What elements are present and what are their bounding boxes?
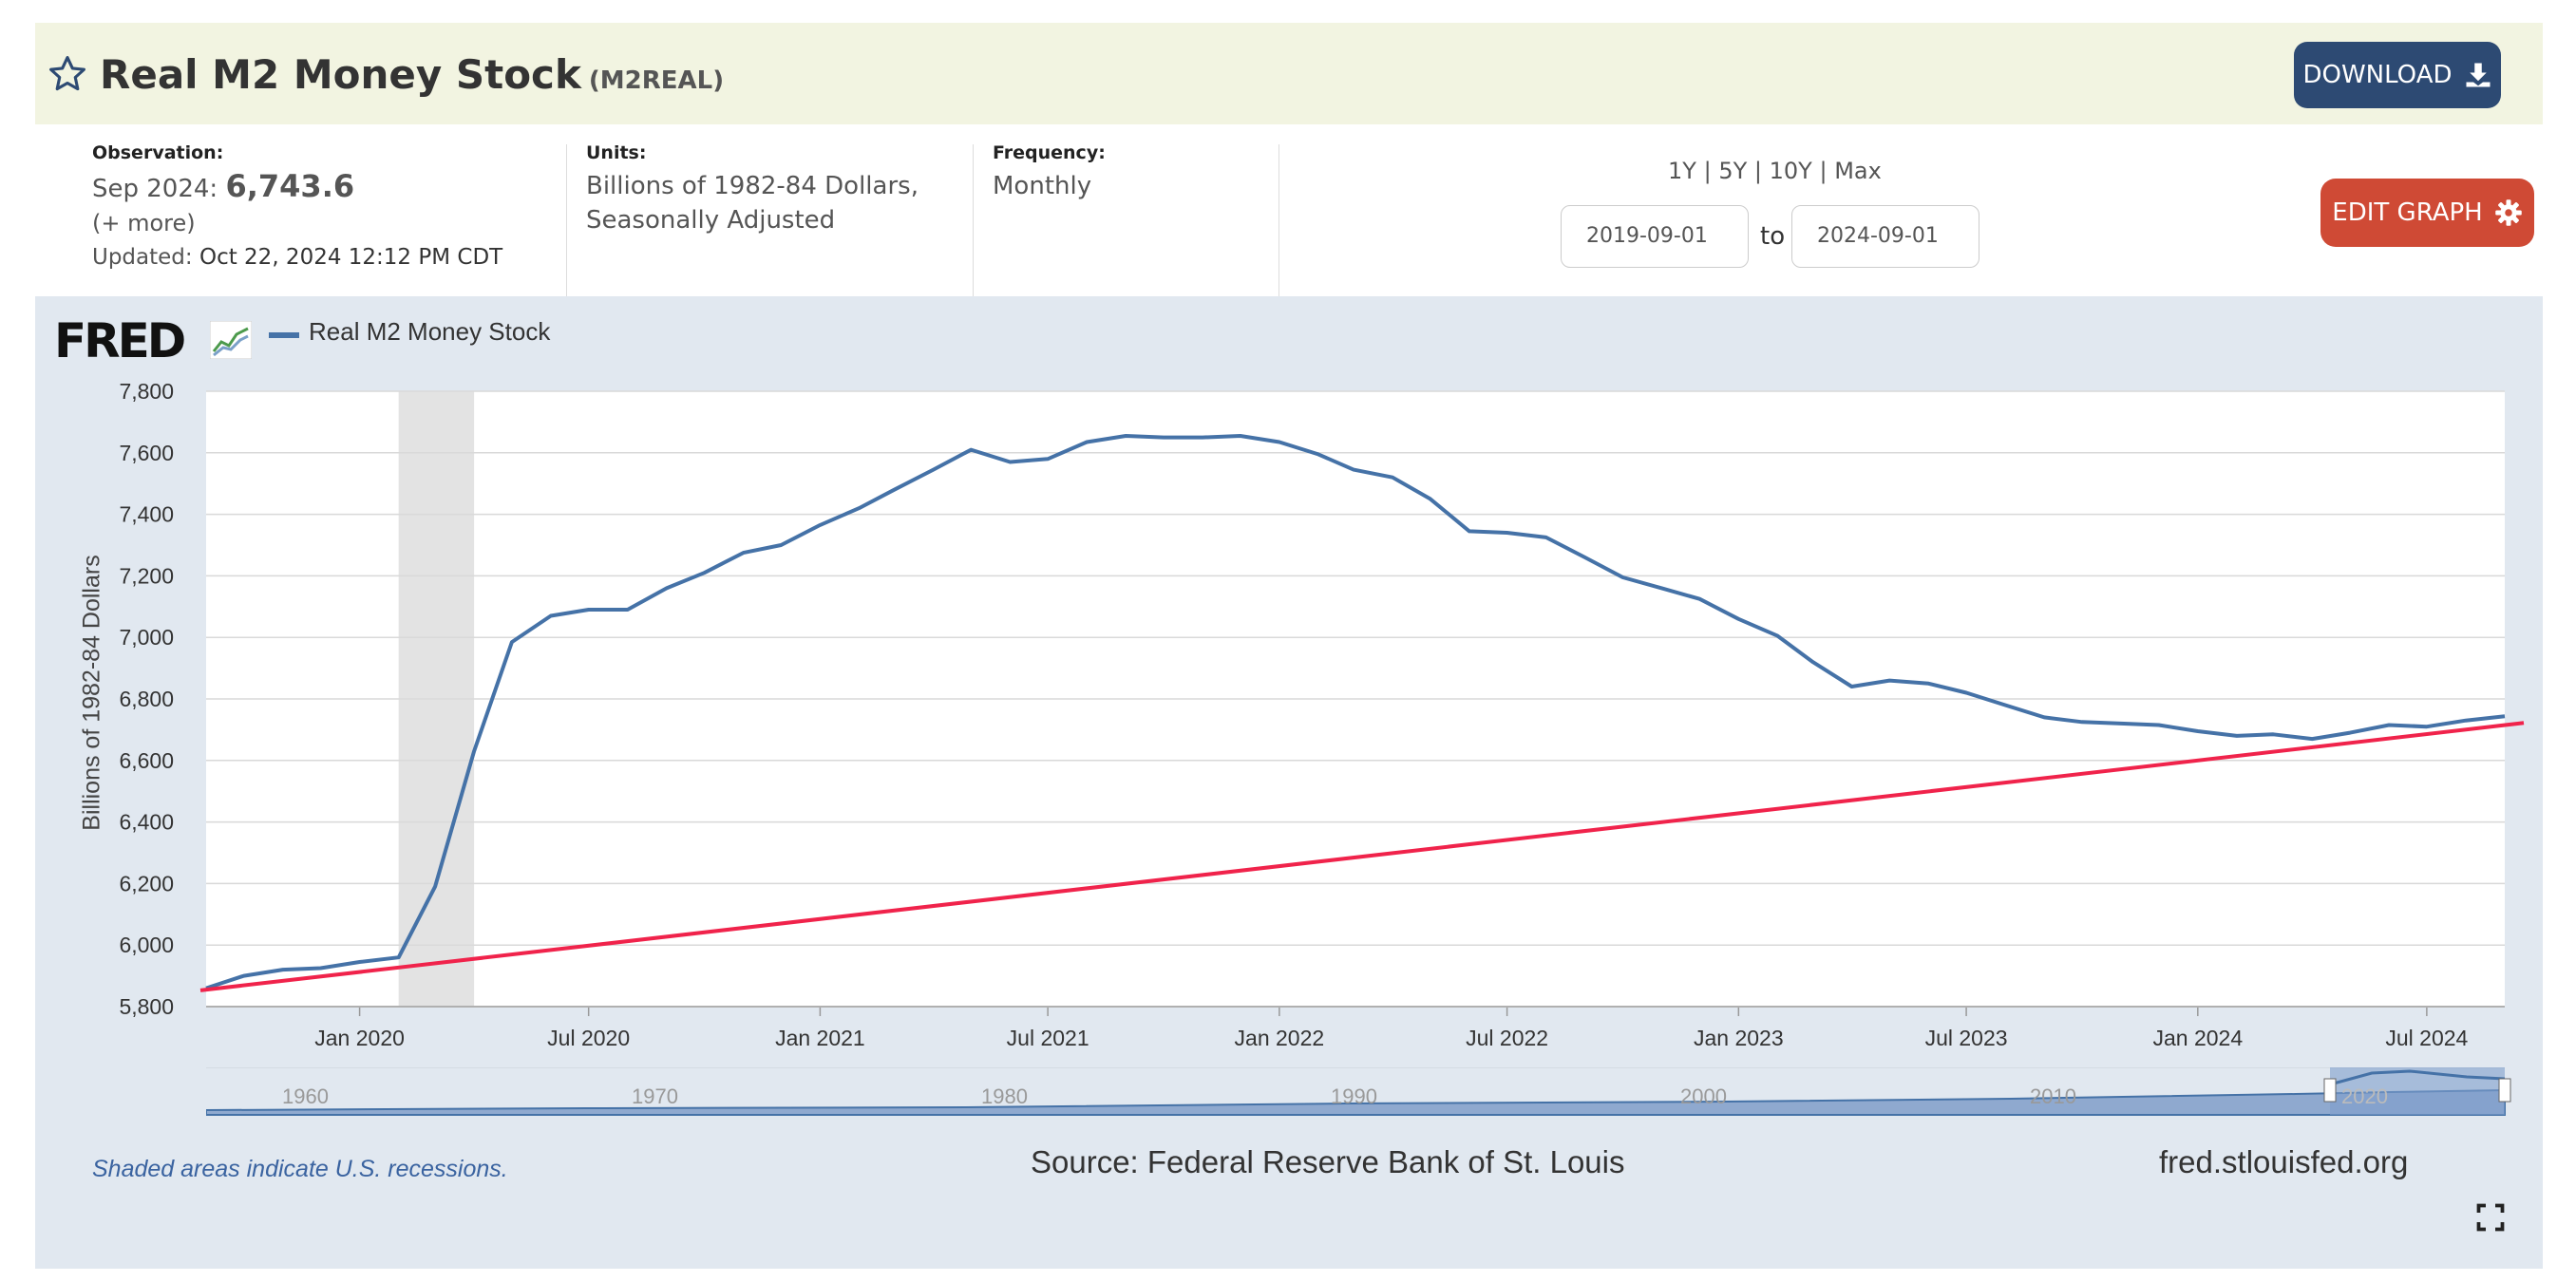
y-tick-label: 7,200 <box>119 563 174 588</box>
svg-text:1970: 1970 <box>632 1084 678 1108</box>
observation-block: Observation: Sep 2024: 6,743.6 (+ more) … <box>92 142 502 274</box>
legend-entry[interactable]: Real M2 Money Stock <box>309 317 551 346</box>
site-link[interactable]: fred.stlouisfed.org <box>2159 1144 2409 1179</box>
page-title: Real M2 Money Stock (M2REAL) <box>100 51 724 98</box>
updated-label: Updated: <box>92 245 193 270</box>
x-tick-label: Jul 2022 <box>1466 1026 1548 1050</box>
y-tick-label: 6,200 <box>119 871 174 896</box>
x-tick-label: Jul 2021 <box>1007 1026 1089 1050</box>
observation-value: 6,743.6 <box>225 168 355 204</box>
svg-text:2010: 2010 <box>2030 1084 2076 1108</box>
navigator[interactable]: 1960 1970 1980 1990 2000 2010 2020 <box>206 1067 2543 1124</box>
frequency-value: Monthly <box>993 172 1092 200</box>
frequency-block: Frequency: Monthly <box>993 142 1106 203</box>
chart-panel: FRED Real M2 Money Stock Billions of 198… <box>35 296 2543 1269</box>
gear-icon <box>2494 199 2522 226</box>
download-button[interactable]: DOWNLOAD <box>2294 42 2501 108</box>
units-block: Units: Billions of 1982-84 Dollars, Seas… <box>586 142 919 237</box>
fullscreen-icon[interactable] <box>2476 1203 2505 1232</box>
download-label: DOWNLOAD <box>2302 61 2453 89</box>
x-tick-label: Jan 2020 <box>314 1026 405 1050</box>
range-5y-link[interactable]: 5Y <box>1718 158 1748 184</box>
legend-swatch <box>269 332 299 338</box>
to-label: to <box>1760 222 1786 251</box>
source-text: Source: Federal Reserve Bank of St. Loui… <box>1031 1144 1625 1179</box>
x-tick-label: Jul 2024 <box>2385 1026 2468 1050</box>
chart-svg: 5,800 6,000 6,200 6,400 6,600 6,800 7,000 7,200… <box>119 379 2525 1050</box>
range-separator: | <box>1703 158 1712 184</box>
download-icon <box>2466 63 2490 87</box>
y-tick-label: 7,400 <box>119 502 174 527</box>
svg-text:2000: 2000 <box>1680 1084 1727 1108</box>
range-1y-link[interactable]: 1Y <box>1668 158 1696 184</box>
range-separator: | <box>1753 158 1762 184</box>
x-tick-label: Jan 2023 <box>1694 1026 1784 1050</box>
series-line[interactable] <box>205 434 2506 990</box>
x-tick-label: Jan 2022 <box>1235 1026 1325 1050</box>
series-code: (M2REAL) <box>588 66 725 95</box>
y-tick-label: 6,400 <box>119 810 174 835</box>
x-tick-label: Jul 2023 <box>1925 1026 2008 1050</box>
edit-graph-label: EDIT GRAPH <box>2332 198 2483 227</box>
y-tick-label: 7,600 <box>119 441 174 465</box>
range-links: 1Y | 5Y | 10Y | Max <box>1668 158 1882 184</box>
end-date-input[interactable]: 2024-09-01 <box>1791 205 1979 268</box>
edit-graph-button[interactable]: EDIT GRAPH <box>2320 179 2534 247</box>
svg-text:1990: 1990 <box>1331 1084 1377 1108</box>
x-tick-label: Jul 2020 <box>547 1026 630 1050</box>
svg-text:1960: 1960 <box>282 1084 329 1108</box>
divider <box>566 144 567 296</box>
y-tick-label: 7,000 <box>119 625 174 650</box>
series-title: Real M2 Money Stock <box>100 51 581 98</box>
range-10y-link[interactable]: 10Y <box>1769 158 1812 184</box>
range-max-link[interactable]: Max <box>1834 158 1882 184</box>
more-link[interactable]: (+ more) <box>92 210 196 236</box>
x-tick-label: Jan 2021 <box>775 1026 865 1050</box>
y-tick-label: 6,600 <box>119 748 174 773</box>
divider <box>973 144 974 296</box>
x-tick-label: Jan 2024 <box>2152 1026 2243 1050</box>
recession-note: Shaded areas indicate U.S. recessions. <box>92 1156 508 1182</box>
trend-line <box>199 721 2525 992</box>
units-line2: Seasonally Adjusted <box>586 206 836 235</box>
fred-chart-icon <box>210 321 252 359</box>
start-date-input[interactable]: 2019-09-01 <box>1561 205 1749 268</box>
observation-label: Observation: <box>92 142 224 163</box>
range-separator: | <box>1819 158 1828 184</box>
frequency-label: Frequency: <box>993 142 1106 163</box>
units-label: Units: <box>586 142 647 163</box>
svg-text:2020: 2020 <box>2341 1084 2388 1108</box>
observation-date: Sep 2024: <box>92 175 218 203</box>
header-bar: Real M2 Money Stock (M2REAL) <box>35 23 2543 124</box>
fred-logo: FRED <box>54 313 186 368</box>
y-tick-label: 7,800 <box>119 379 174 404</box>
updated-value: Oct 22, 2024 12:12 PM CDT <box>199 245 503 270</box>
y-tick-label: 6,800 <box>119 687 174 711</box>
star-icon[interactable] <box>47 53 88 95</box>
y-tick-label: 5,800 <box>119 994 174 1019</box>
units-line1: Billions of 1982-84 Dollars, <box>586 172 919 200</box>
y-tick-label: 6,000 <box>119 933 174 957</box>
svg-text:1980: 1980 <box>981 1084 1028 1108</box>
